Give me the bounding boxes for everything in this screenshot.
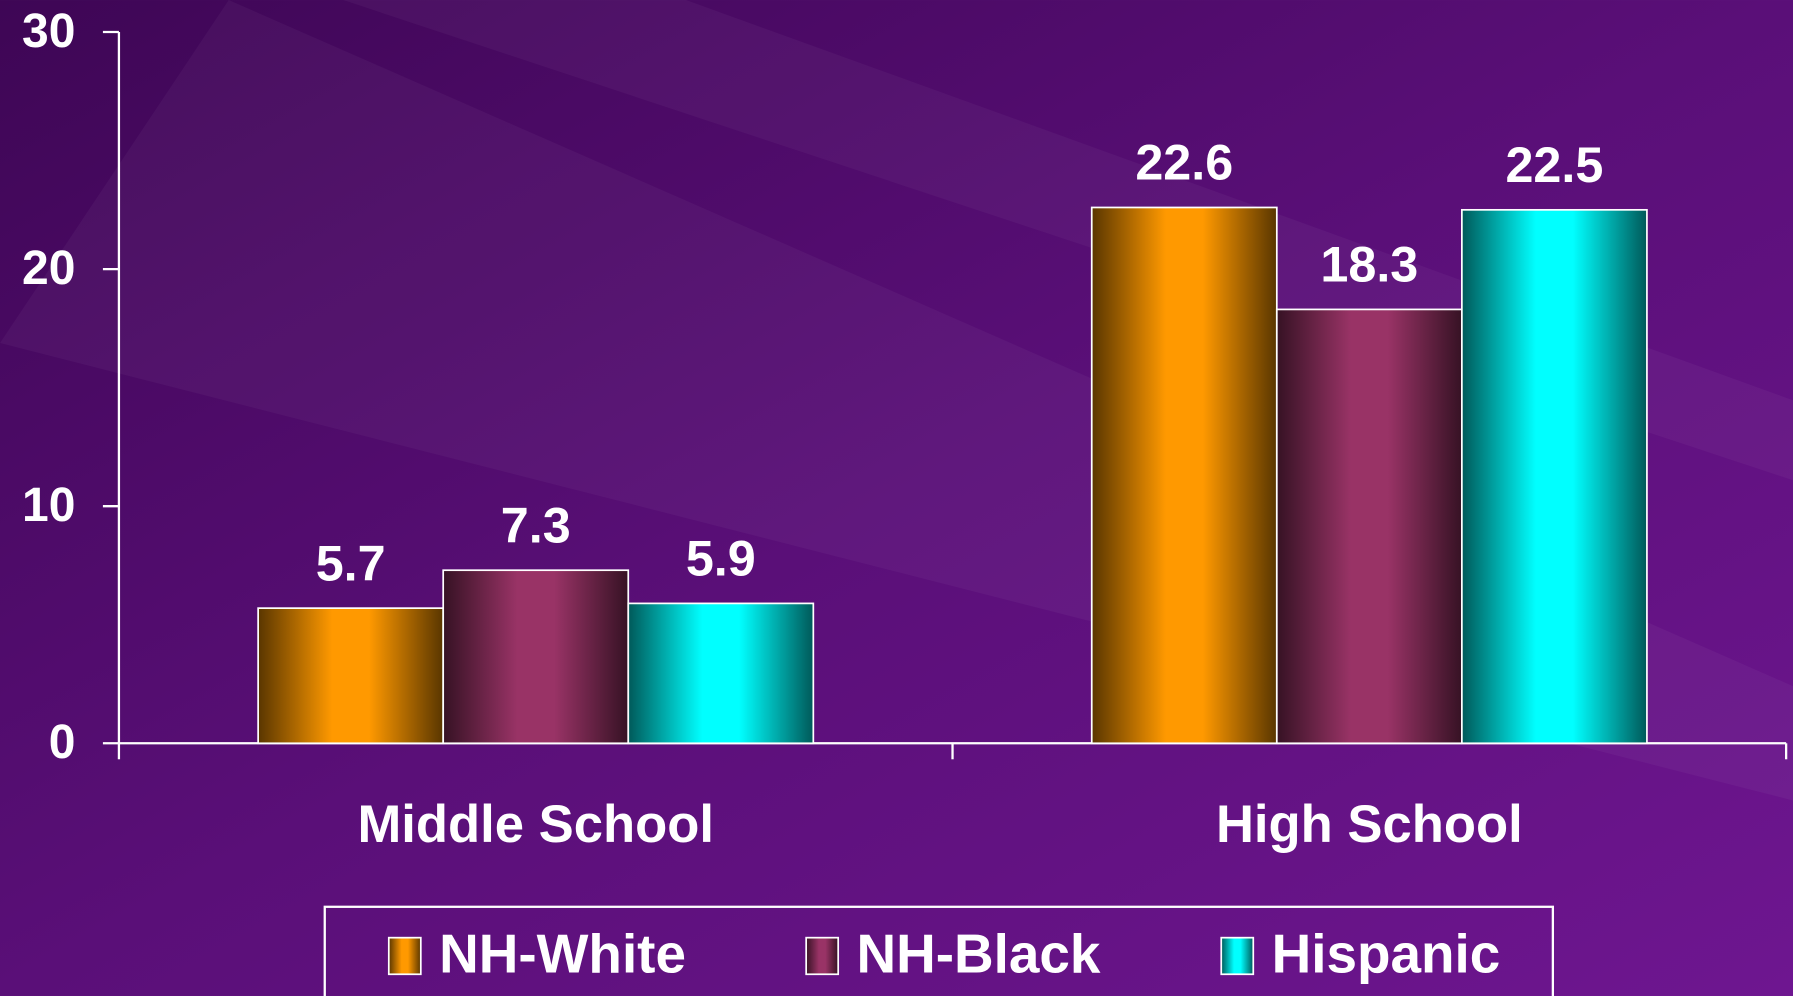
legend-swatch	[1220, 936, 1255, 976]
y-tick-label: 20	[22, 242, 75, 295]
bar	[627, 602, 815, 745]
legend-label: NH-Black	[856, 923, 1100, 985]
value-label: 7.3	[501, 496, 571, 553]
bar	[442, 569, 630, 745]
value-label: 22.6	[1135, 134, 1233, 191]
y-tick-label: 0	[49, 716, 76, 769]
y-tick-label: 30	[22, 5, 75, 58]
value-label: 18.3	[1320, 236, 1418, 293]
legend-swatch	[387, 936, 422, 976]
legend-swatch	[805, 936, 840, 976]
legend-box	[323, 905, 1555, 996]
bar	[1090, 206, 1278, 745]
x-tick-label: Middle School	[357, 795, 713, 854]
value-label: 5.7	[316, 534, 386, 591]
legend-label: Hispanic	[1272, 923, 1501, 985]
legend-label: NH-White	[439, 923, 686, 985]
value-label: 22.5	[1505, 136, 1603, 193]
bar	[257, 607, 445, 745]
x-tick-label: High School	[1216, 795, 1523, 854]
y-tick-label: 10	[22, 479, 75, 532]
bar	[1461, 208, 1648, 745]
value-label: 5.9	[686, 530, 756, 587]
bar	[1275, 308, 1463, 745]
